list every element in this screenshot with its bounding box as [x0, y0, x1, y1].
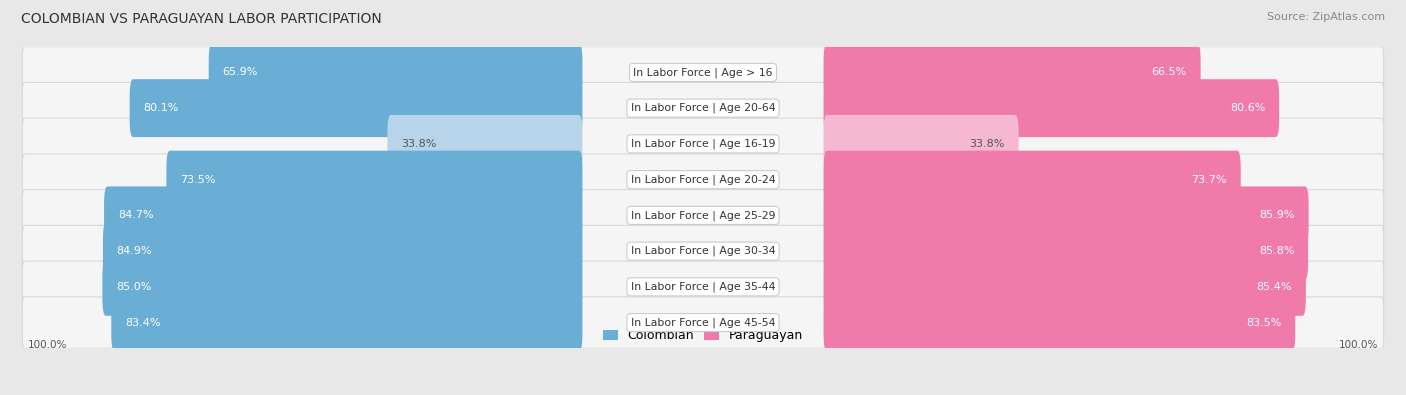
- Text: 85.9%: 85.9%: [1260, 211, 1295, 220]
- Text: 66.5%: 66.5%: [1152, 68, 1187, 77]
- FancyBboxPatch shape: [824, 115, 1018, 173]
- Text: In Labor Force | Age > 16: In Labor Force | Age > 16: [633, 67, 773, 78]
- FancyBboxPatch shape: [22, 190, 1384, 241]
- FancyBboxPatch shape: [824, 222, 1308, 280]
- Text: Source: ZipAtlas.com: Source: ZipAtlas.com: [1267, 12, 1385, 22]
- Text: 33.8%: 33.8%: [401, 139, 436, 149]
- FancyBboxPatch shape: [22, 297, 1384, 348]
- Text: 73.7%: 73.7%: [1191, 175, 1227, 184]
- Text: 65.9%: 65.9%: [222, 68, 257, 77]
- FancyBboxPatch shape: [388, 115, 582, 173]
- Legend: Colombian, Paraguayan: Colombian, Paraguayan: [598, 324, 808, 347]
- Text: 80.6%: 80.6%: [1230, 103, 1265, 113]
- Text: 33.8%: 33.8%: [970, 139, 1005, 149]
- Text: 80.1%: 80.1%: [143, 103, 179, 113]
- FancyBboxPatch shape: [22, 154, 1384, 205]
- FancyBboxPatch shape: [22, 83, 1384, 134]
- Text: 85.8%: 85.8%: [1258, 246, 1295, 256]
- Text: In Labor Force | Age 20-64: In Labor Force | Age 20-64: [631, 103, 775, 113]
- FancyBboxPatch shape: [22, 118, 1384, 169]
- Text: In Labor Force | Age 30-34: In Labor Force | Age 30-34: [631, 246, 775, 256]
- Text: In Labor Force | Age 25-29: In Labor Force | Age 25-29: [631, 210, 775, 221]
- FancyBboxPatch shape: [824, 79, 1279, 137]
- FancyBboxPatch shape: [22, 226, 1384, 277]
- FancyBboxPatch shape: [208, 43, 582, 102]
- FancyBboxPatch shape: [103, 258, 582, 316]
- Text: COLOMBIAN VS PARAGUAYAN LABOR PARTICIPATION: COLOMBIAN VS PARAGUAYAN LABOR PARTICIPAT…: [21, 12, 382, 26]
- FancyBboxPatch shape: [166, 150, 582, 209]
- Text: 84.7%: 84.7%: [118, 211, 153, 220]
- Text: 83.4%: 83.4%: [125, 318, 160, 327]
- FancyBboxPatch shape: [104, 186, 582, 245]
- Text: 100.0%: 100.0%: [28, 340, 67, 350]
- FancyBboxPatch shape: [22, 261, 1384, 312]
- FancyBboxPatch shape: [103, 222, 582, 280]
- FancyBboxPatch shape: [22, 47, 1384, 98]
- FancyBboxPatch shape: [824, 186, 1309, 245]
- Text: 85.0%: 85.0%: [117, 282, 152, 292]
- FancyBboxPatch shape: [111, 293, 582, 352]
- Text: In Labor Force | Age 35-44: In Labor Force | Age 35-44: [631, 282, 775, 292]
- Text: 73.5%: 73.5%: [180, 175, 215, 184]
- Text: 85.4%: 85.4%: [1257, 282, 1292, 292]
- FancyBboxPatch shape: [824, 258, 1306, 316]
- Text: 84.9%: 84.9%: [117, 246, 152, 256]
- Text: In Labor Force | Age 20-24: In Labor Force | Age 20-24: [631, 174, 775, 185]
- Text: 83.5%: 83.5%: [1246, 318, 1281, 327]
- Text: In Labor Force | Age 16-19: In Labor Force | Age 16-19: [631, 139, 775, 149]
- FancyBboxPatch shape: [824, 43, 1201, 102]
- FancyBboxPatch shape: [129, 79, 582, 137]
- FancyBboxPatch shape: [824, 293, 1295, 352]
- FancyBboxPatch shape: [824, 150, 1240, 209]
- Text: 100.0%: 100.0%: [1339, 340, 1378, 350]
- Text: In Labor Force | Age 45-54: In Labor Force | Age 45-54: [631, 317, 775, 328]
